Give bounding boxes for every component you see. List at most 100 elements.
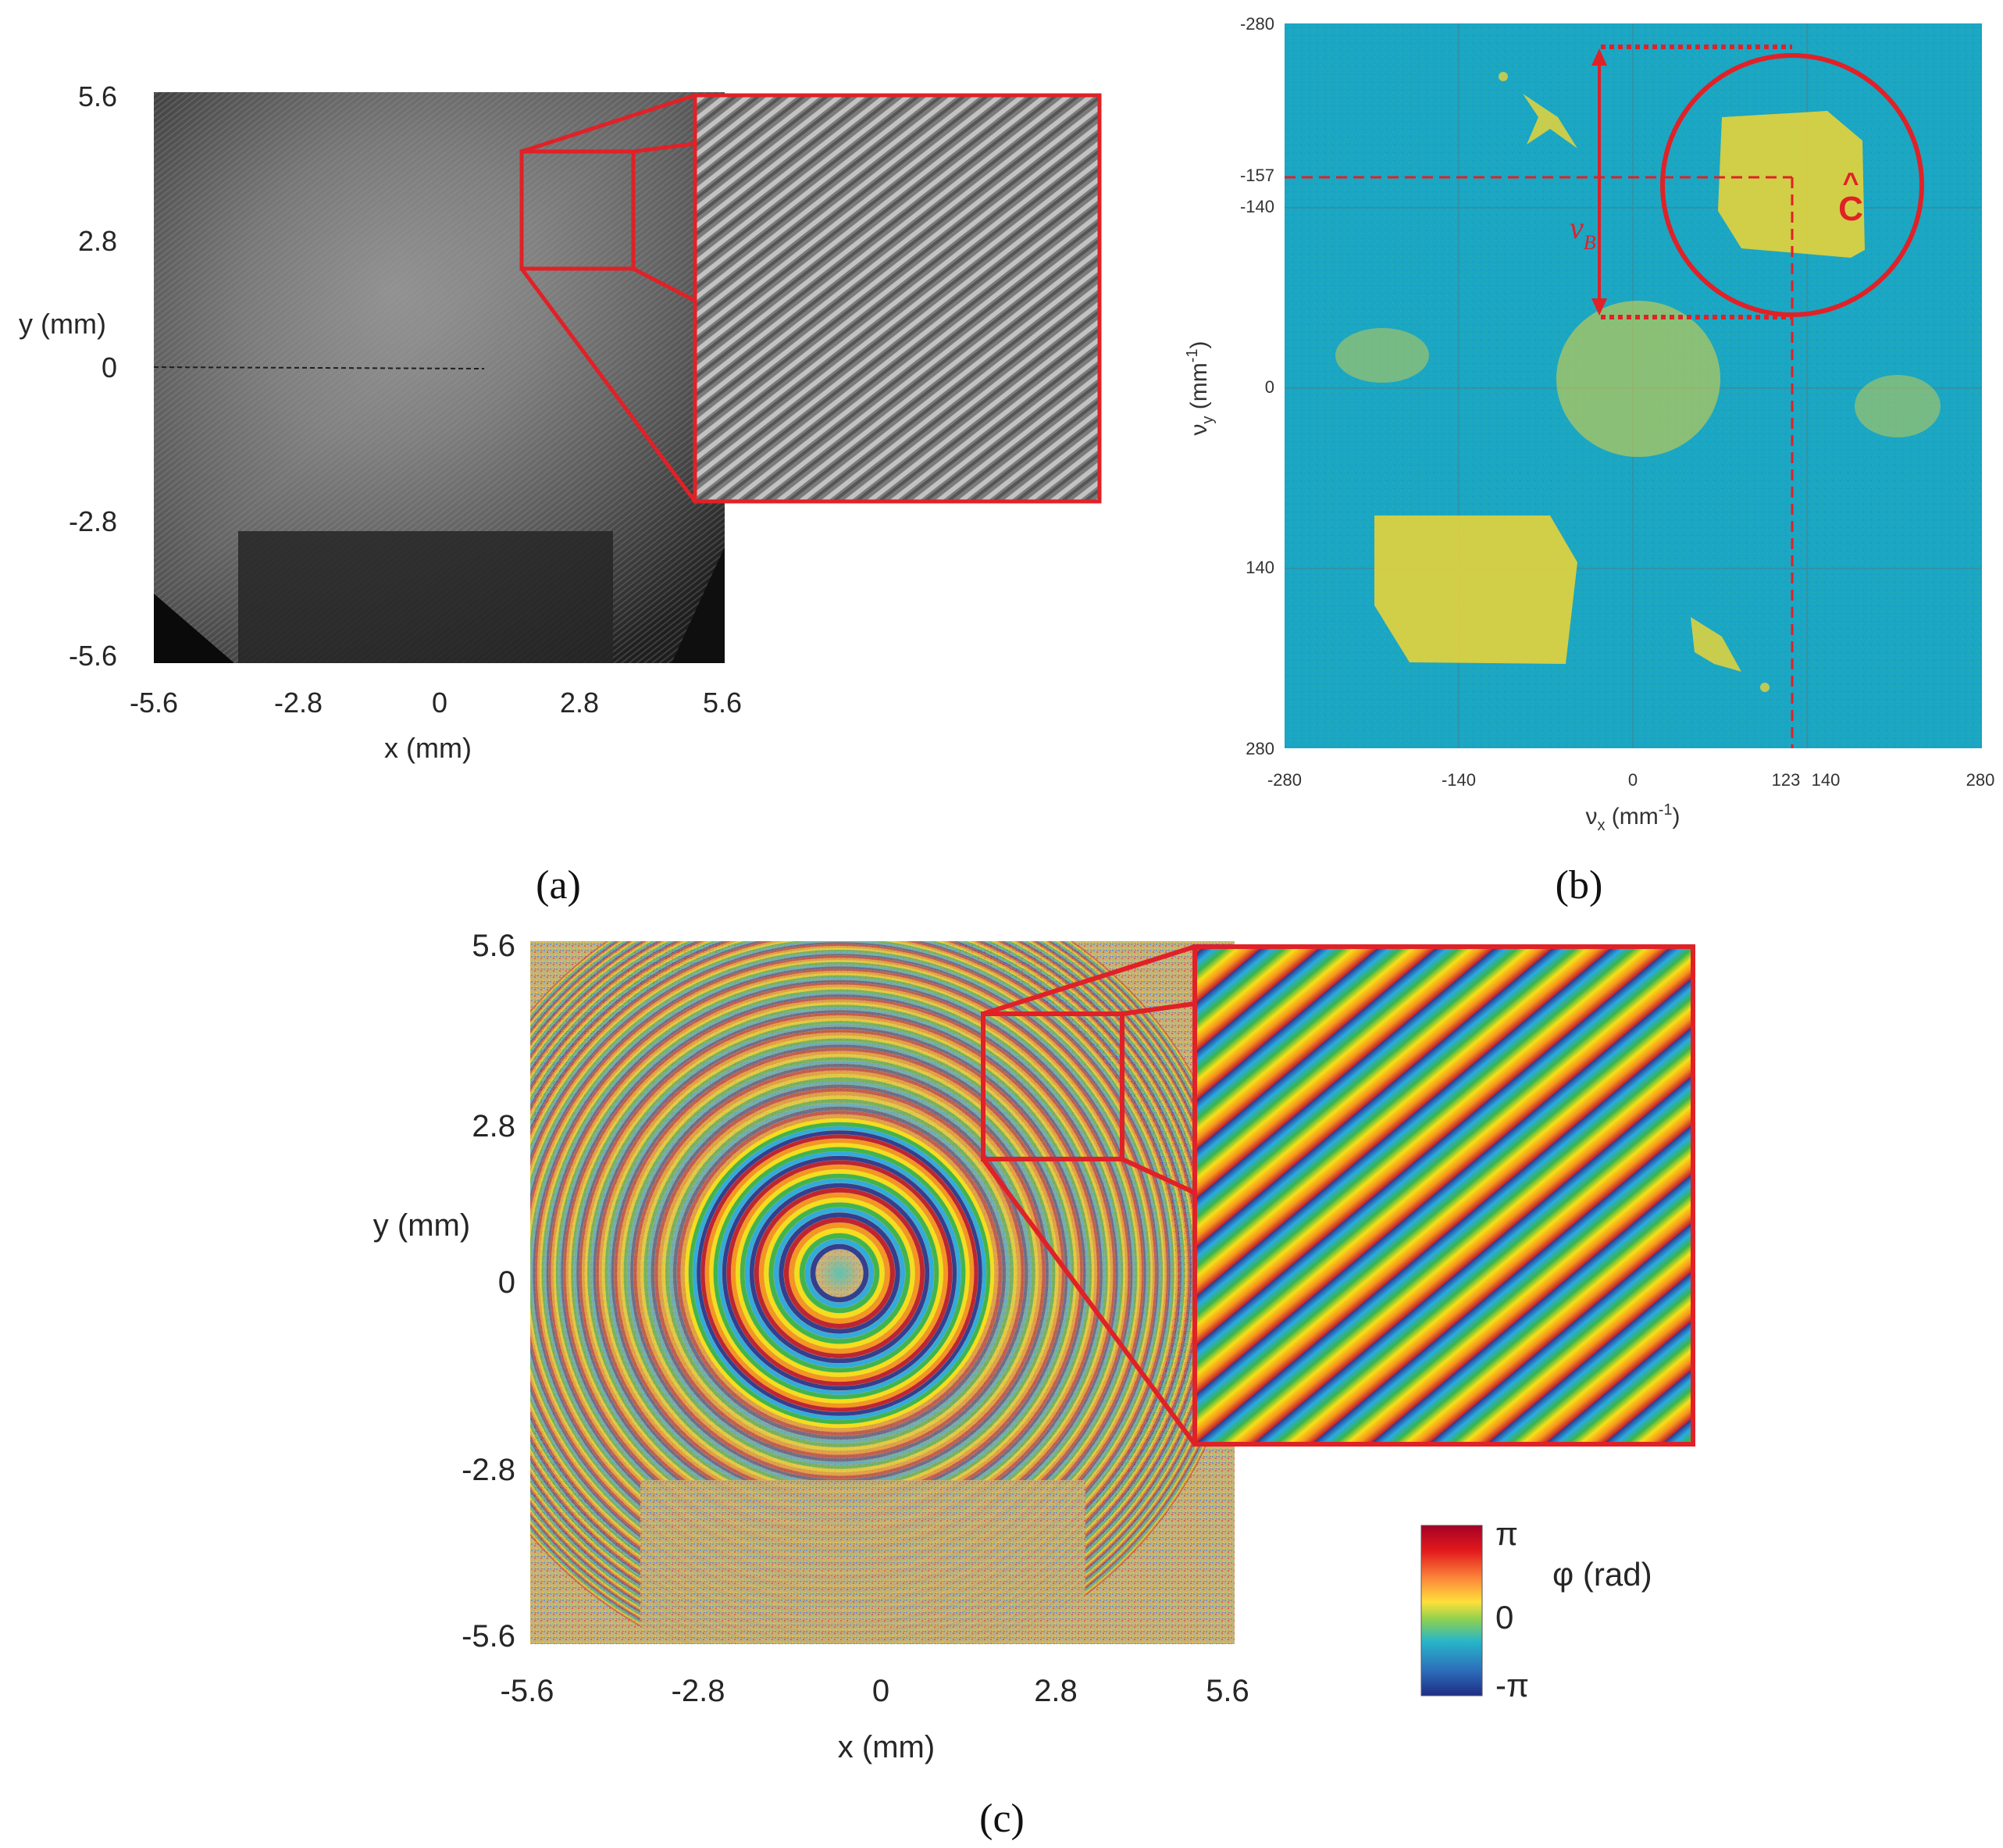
b-ytick-1: -280: [1240, 14, 1274, 34]
peak-dc: [1556, 301, 1720, 457]
b-xtick-3: 0: [1628, 770, 1638, 790]
phase-ring: [810, 1243, 869, 1303]
panel-c: 5.6 2.8 0 -2.8 -5.6 y (mm) -5.6 -2.8 0 2…: [373, 929, 1695, 1841]
phase-ring: [794, 1228, 885, 1318]
phase-ring: [658, 1091, 1021, 1455]
phase-ring: [726, 1160, 953, 1386]
dark-rectangle-region: [238, 531, 613, 663]
panel-b: νB C ^ -280 -157 -140 0 140 280 -280 -14…: [1184, 14, 1994, 908]
phase-ring: [650, 1084, 1028, 1462]
c-xtick-1: -5.6: [501, 1674, 554, 1708]
phase-ring: [636, 1070, 1042, 1476]
b-ytick-6: 280: [1246, 739, 1274, 758]
phase-ring: [722, 1155, 957, 1391]
a-xtick-4: 2.8: [560, 687, 599, 719]
colorbar-tick-neg-pi: -π: [1495, 1667, 1529, 1704]
a-ytick-1: 5.6: [78, 80, 117, 112]
phase-ring: [633, 1067, 1046, 1479]
a-xtick-5: 5.6: [703, 687, 742, 719]
panel-c-caption: (c): [979, 1796, 1025, 1841]
b-xtick-6: 280: [1966, 770, 1995, 790]
a-xtick-2: -2.8: [274, 687, 323, 719]
b-xlabel: νx (mm-1): [1585, 801, 1680, 834]
phase-ring: [749, 1183, 930, 1364]
b-ytick-4: 0: [1265, 377, 1274, 397]
a-xlabel: x (mm): [384, 732, 472, 764]
c-xtick-5: 5.6: [1206, 1674, 1249, 1708]
a-ylabel: y (mm): [19, 308, 106, 340]
b-xtick-5: 140: [1812, 770, 1841, 790]
panel-a-zoom-inset: [695, 95, 1100, 501]
phase-ring: [713, 1147, 966, 1400]
panel-b-caption: (b): [1556, 863, 1603, 908]
c-xtick-2: -2.8: [672, 1674, 725, 1708]
phase-ring: [799, 1233, 880, 1314]
panel-a-zoom-outline: [519, 93, 1102, 504]
phase-ring: [744, 1178, 935, 1368]
phase-ring: [640, 1074, 1039, 1472]
colorbar-label: φ (rad): [1552, 1556, 1652, 1593]
a-xtick-3: 0: [432, 687, 447, 719]
b-ytick-3: -140: [1240, 197, 1274, 216]
phase-ring: [804, 1238, 875, 1308]
phase-ring: [700, 1134, 978, 1412]
phase-ring: [740, 1173, 939, 1373]
panel-a: 5.6 2.8 0 -2.8 -5.6 y (mm) -5.6 -2.8 0 2…: [19, 80, 1102, 908]
a-xtick-1: -5.6: [130, 687, 178, 719]
a-ytick-4: -2.8: [69, 505, 117, 537]
b-xtick-4: 123: [1772, 770, 1801, 790]
b-ylabel: νy (mm-1): [1184, 341, 1217, 435]
phase-ring: [680, 1114, 999, 1432]
b-xtick-2: -140: [1442, 770, 1476, 790]
phase-ring: [672, 1106, 1007, 1440]
phase-ring: [709, 1143, 970, 1404]
nu-b-label: νB: [1570, 210, 1596, 254]
phase-ring: [676, 1110, 1003, 1436]
a-ytick-3: 0: [102, 351, 117, 384]
c-hat-accent: ^: [1842, 166, 1859, 198]
c-ytick-1: 5.6: [472, 929, 515, 963]
a-ytick-2: 2.8: [78, 225, 117, 257]
panel-a-caption: (a): [536, 863, 581, 908]
colorbar: [1420, 1525, 1483, 1696]
phase-ring: [654, 1088, 1025, 1458]
phase-ring: [647, 1080, 1032, 1466]
phase-ring: [783, 1217, 896, 1329]
phase-center: [819, 1253, 860, 1293]
c-ytick-5: -5.6: [462, 1619, 515, 1654]
peak-c-minus: [1374, 516, 1577, 664]
b-ytick-5: 140: [1246, 558, 1274, 577]
phase-ring: [736, 1169, 943, 1377]
phase-ring: [718, 1151, 961, 1395]
b-xtick-1: -280: [1267, 770, 1302, 790]
phase-ring: [754, 1187, 925, 1359]
c-ytick-4: -2.8: [462, 1453, 515, 1487]
phase-ring: [704, 1138, 975, 1408]
phase-ring: [773, 1207, 906, 1340]
phase-ring: [779, 1212, 900, 1334]
b-ytick-2: -157: [1240, 166, 1274, 185]
colorbar-tick-pi: π: [1495, 1515, 1518, 1552]
phase-ring: [692, 1126, 987, 1421]
phase-ring: [688, 1122, 991, 1425]
phase-ring: [764, 1197, 915, 1349]
c-xtick-4: 2.8: [1034, 1674, 1078, 1708]
panel-b-peaks: [1335, 72, 1941, 692]
panel-c-zoom-outline: [981, 944, 1695, 1447]
phase-ring: [697, 1130, 982, 1416]
c-ytick-3: 0: [498, 1265, 515, 1300]
phase-ring: [643, 1077, 1035, 1469]
a-ytick-5: -5.6: [69, 640, 117, 672]
phase-ring: [665, 1099, 1014, 1447]
phase-ring: [668, 1102, 1010, 1444]
phase-ring: [661, 1095, 1018, 1451]
colorbar-tick-zero: 0: [1495, 1599, 1513, 1636]
phase-ring: [768, 1202, 911, 1344]
c-xlabel: x (mm): [838, 1730, 935, 1764]
phase-ring: [789, 1222, 890, 1324]
c-xtick-3: 0: [872, 1674, 889, 1708]
phase-ring: [684, 1118, 995, 1429]
c-ytick-2: 2.8: [472, 1109, 515, 1143]
c-hat-label: C: [1838, 190, 1863, 228]
